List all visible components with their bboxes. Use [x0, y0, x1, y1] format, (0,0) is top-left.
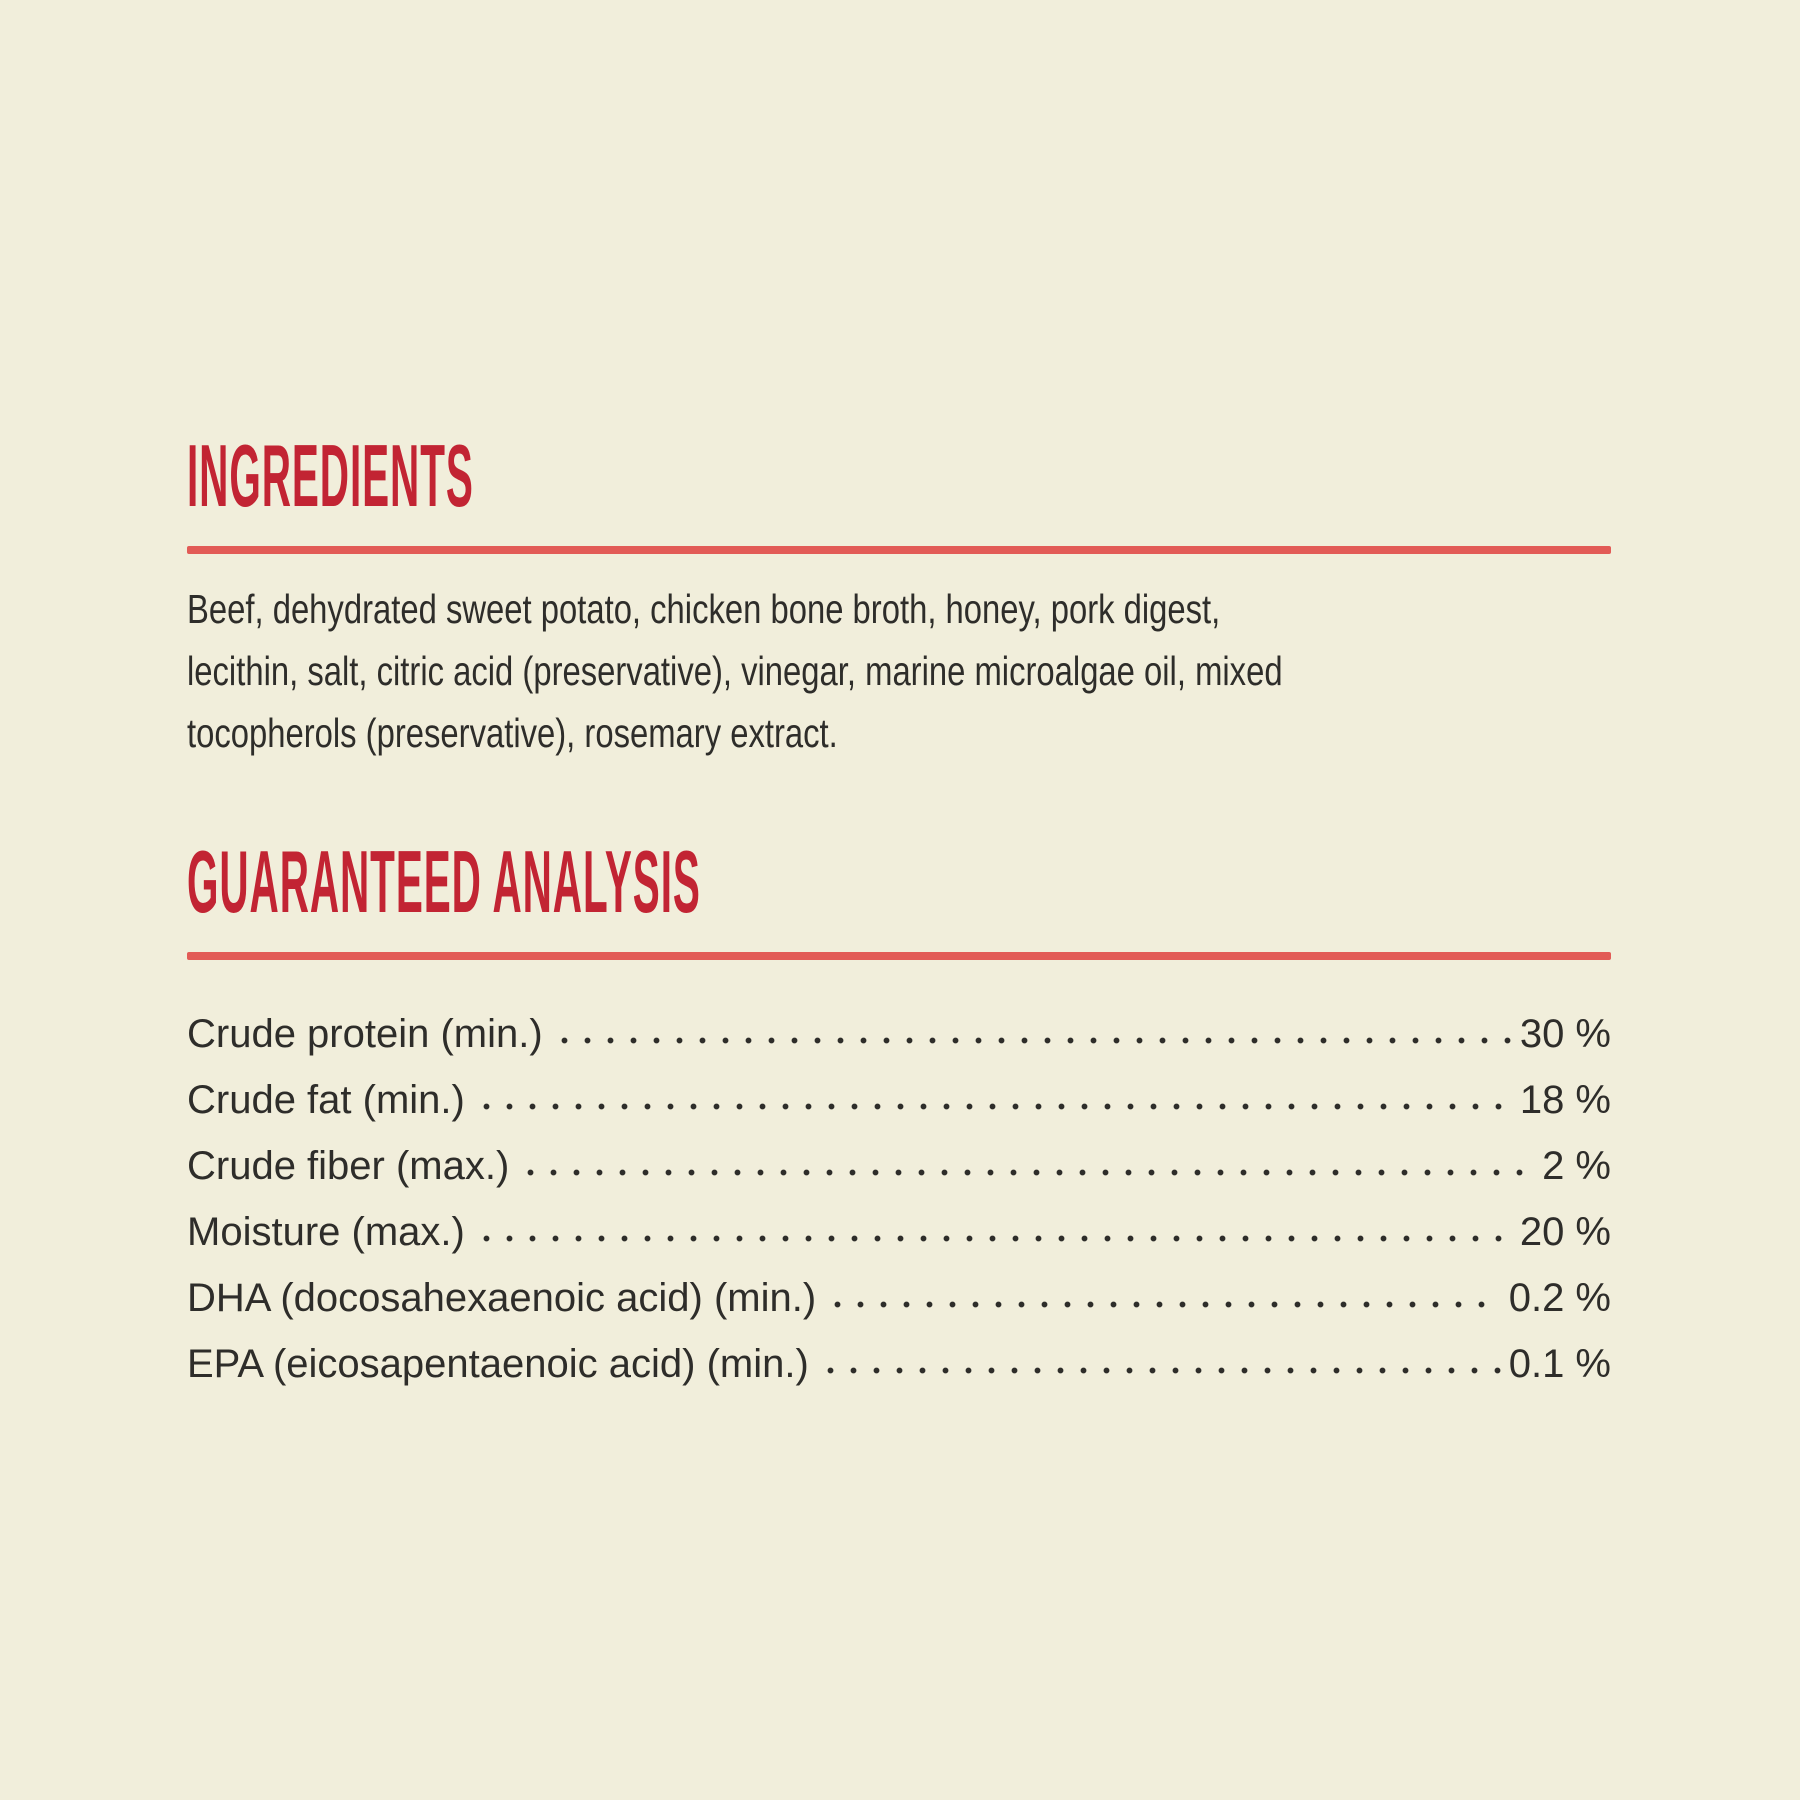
- analysis-row-moisture: Moisture (max.) 20 %: [187, 1190, 1611, 1256]
- dot-leader: [474, 1235, 1512, 1242]
- analysis-value: 0.2 %: [1508, 1276, 1611, 1320]
- analysis-label: Crude protein (min.): [187, 1012, 543, 1056]
- ingredients-text: Beef, dehydrated sweet potato, chicken b…: [187, 578, 1611, 764]
- ingredients-title: INGREDIENTS: [187, 426, 474, 525]
- analysis-value: 20 %: [1519, 1210, 1611, 1254]
- analysis-label: DHA (docosahexaenoic acid) (min.): [187, 1276, 817, 1320]
- analysis-value: 18 %: [1519, 1078, 1611, 1122]
- analysis-label: Crude fiber (max.): [187, 1144, 510, 1188]
- ingredients-section: INGREDIENTS Beef, dehydrated sweet potat…: [187, 432, 1611, 764]
- guaranteed-analysis-table: Crude protein (min.) 30 % Crude fat (min…: [187, 992, 1611, 1388]
- guaranteed-analysis-section: GUARANTEED ANALYSIS Crude protein (min.)…: [187, 838, 1611, 1388]
- analysis-label: Crude fat (min.): [187, 1078, 465, 1122]
- dot-leader: [474, 1103, 1512, 1110]
- analysis-row-dha: DHA (docosahexaenoic acid) (min.) 0.2 %: [187, 1256, 1611, 1322]
- dot-leader: [818, 1367, 1501, 1374]
- analysis-row-epa: EPA (eicosapentaenoic acid) (min.) 0.1 %: [187, 1322, 1611, 1388]
- dot-leader: [519, 1169, 1535, 1176]
- analysis-row-crude-protein: Crude protein (min.) 30 %: [187, 992, 1611, 1058]
- analysis-row-crude-fat: Crude fat (min.) 18 %: [187, 1058, 1611, 1124]
- ingredients-divider: [187, 546, 1611, 554]
- dot-leader: [552, 1037, 1512, 1044]
- ingredients-line: lecithin, salt, citric acid (preservativ…: [187, 648, 1283, 694]
- analysis-label: EPA (eicosapentaenoic acid) (min.): [187, 1342, 809, 1386]
- analysis-row-crude-fiber: Crude fiber (max.) 2 %: [187, 1124, 1611, 1190]
- ingredients-line: Beef, dehydrated sweet potato, chicken b…: [187, 586, 1221, 632]
- analysis-value: 30 %: [1519, 1012, 1611, 1056]
- ingredients-line: tocopherols (preservative), rosemary ext…: [187, 710, 838, 756]
- analysis-label: Moisture (max.): [187, 1210, 465, 1254]
- dot-leader: [826, 1301, 1501, 1308]
- guaranteed-analysis-divider: [187, 952, 1611, 960]
- guaranteed-analysis-title: GUARANTEED ANALYSIS: [187, 832, 701, 931]
- analysis-value: 0.1 %: [1508, 1342, 1611, 1386]
- analysis-value: 2 %: [1542, 1144, 1611, 1188]
